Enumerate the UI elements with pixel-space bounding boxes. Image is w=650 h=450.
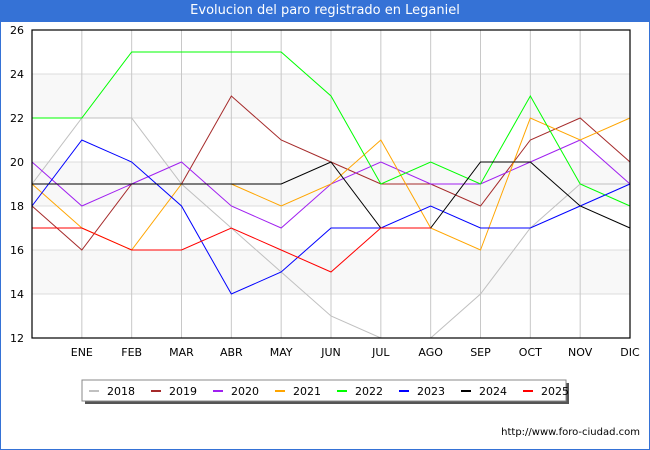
legend-label-2021: 2021 (293, 385, 321, 398)
x-tick-label: OCT (519, 346, 542, 359)
x-tick-label: MAY (270, 346, 293, 359)
legend-label-2019: 2019 (169, 385, 197, 398)
x-tick-label: JUN (320, 346, 341, 359)
plot-border (31, 29, 631, 339)
series-line-2022 (32, 51, 631, 207)
series-line-2025 (32, 227, 431, 273)
chart-title: Evolucion del paro registrado en Leganie… (0, 0, 650, 22)
x-tick-label: MAR (169, 346, 194, 359)
x-tick-label: ABR (220, 346, 243, 359)
y-tick-label: 22 (10, 112, 24, 125)
footer-url[interactable]: http://www.foro-ciudad.com (501, 427, 640, 438)
legend-label-2018: 2018 (107, 385, 135, 398)
legend-label-2025: 2025 (541, 385, 569, 398)
y-tick-label: 26 (10, 24, 24, 37)
x-tick-label: FEB (121, 346, 142, 359)
series-line-2024 (32, 161, 631, 229)
y-tick-label: 24 (10, 68, 24, 81)
y-tick-label: 12 (10, 332, 24, 345)
legend-label-2023: 2023 (417, 385, 445, 398)
series-line-2023 (31, 139, 631, 295)
legend-label-2020: 2020 (231, 385, 259, 398)
legend-label-2022: 2022 (355, 385, 383, 398)
y-tick-label: 16 (10, 244, 24, 257)
y-tick-label: 14 (10, 288, 24, 301)
x-tick-label: NOV (568, 346, 593, 359)
x-tick-label: JUL (371, 346, 390, 359)
x-tick-label: AGO (418, 346, 443, 359)
x-tick-label: ENE (71, 346, 93, 359)
y-tick-label: 18 (10, 200, 24, 213)
x-tick-label: DIC (620, 346, 640, 359)
legend-box (81, 379, 567, 402)
x-tick-label: SEP (470, 346, 491, 359)
legend-label-2024: 2024 (479, 385, 507, 398)
y-tick-label: 20 (10, 156, 24, 169)
